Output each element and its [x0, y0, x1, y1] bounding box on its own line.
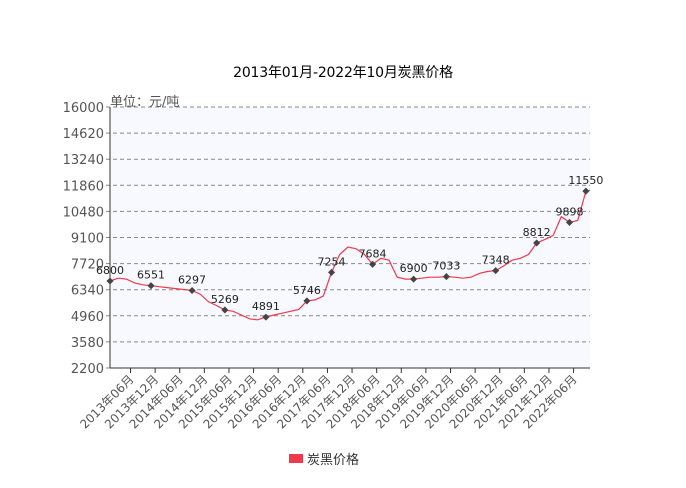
y-tick-label: 9100 [71, 232, 104, 247]
data-point [106, 277, 114, 285]
y-tick-label: 16000 [63, 101, 104, 116]
data-label: 7254 [318, 255, 346, 268]
data-label: 4891 [252, 300, 280, 313]
data-point [221, 306, 229, 314]
data-label: 8812 [523, 226, 551, 239]
data-point [492, 267, 500, 275]
data-point [328, 268, 336, 276]
data-point [188, 286, 196, 295]
data-label: 6800 [96, 264, 124, 277]
data-label: 6900 [400, 262, 428, 275]
y-tick-label: 10480 [63, 205, 104, 220]
data-point [565, 218, 574, 226]
y-tick-label: 7720 [71, 258, 104, 273]
y-tick-label: 14620 [63, 127, 104, 142]
data-label: 5746 [293, 284, 321, 297]
legend-swatch [289, 454, 303, 463]
y-tick-label: 2200 [71, 362, 104, 377]
y-tick-label: 11860 [63, 179, 104, 194]
data-point [147, 282, 155, 290]
data-point [303, 297, 311, 305]
data-point [262, 313, 270, 321]
data-point [533, 239, 541, 247]
y-tick-label: 4960 [71, 310, 104, 325]
data-label: 7684 [359, 247, 387, 260]
data-point [410, 275, 418, 283]
data-label: 6297 [178, 274, 206, 287]
chart-title: 2013年01月-2022年10月炭黑价格 [233, 65, 453, 81]
legend-label: 炭黑价格 [307, 453, 360, 468]
data-label: 6551 [137, 269, 165, 282]
y-tick-label: 3580 [71, 336, 104, 351]
data-label: 7033 [432, 260, 460, 273]
data-point [369, 260, 377, 268]
data-point [582, 187, 590, 195]
legend[interactable]: 炭黑价格 [289, 449, 359, 468]
data-label: 7348 [482, 254, 510, 267]
y-tick-label: 13240 [63, 153, 104, 168]
plot-area [110, 107, 590, 368]
data-label: 9898 [555, 205, 583, 218]
y-unit-label: 单位：元/吨 [110, 95, 179, 110]
y-tick-label: 6340 [71, 284, 104, 299]
data-label: 5269 [211, 293, 239, 306]
data-label: 11550 [568, 174, 603, 187]
data-point [442, 273, 450, 281]
